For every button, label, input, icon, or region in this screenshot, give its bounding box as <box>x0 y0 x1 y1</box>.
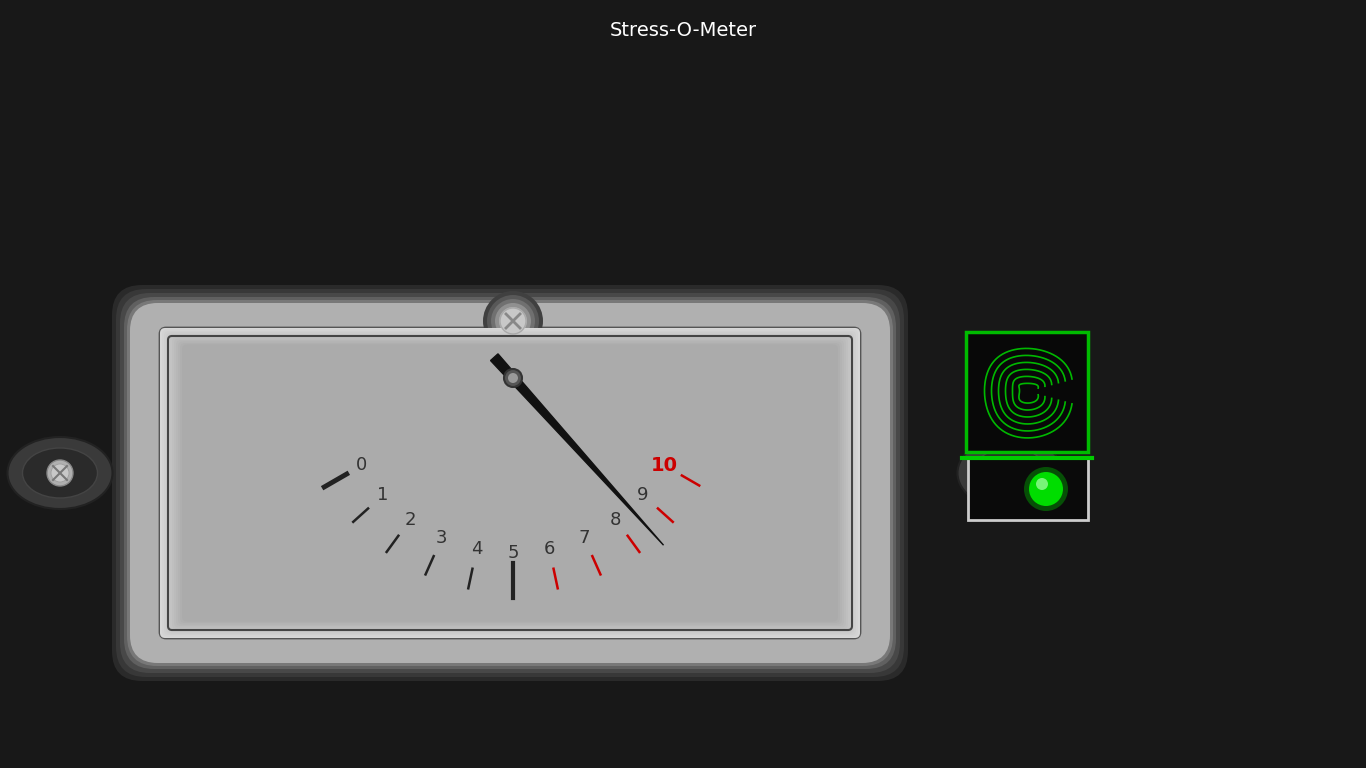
FancyBboxPatch shape <box>180 343 840 623</box>
Text: 0: 0 <box>355 456 367 475</box>
Circle shape <box>1024 467 1068 511</box>
FancyBboxPatch shape <box>160 328 861 638</box>
Bar <box>968 458 1087 520</box>
FancyBboxPatch shape <box>139 312 881 654</box>
FancyBboxPatch shape <box>160 328 861 638</box>
Circle shape <box>1029 472 1063 506</box>
FancyBboxPatch shape <box>178 342 841 624</box>
Text: 5: 5 <box>507 544 519 562</box>
FancyBboxPatch shape <box>172 337 848 629</box>
Circle shape <box>499 307 527 335</box>
Ellipse shape <box>958 437 1063 509</box>
Text: 4: 4 <box>471 540 482 558</box>
Bar <box>966 332 1087 452</box>
Text: 7: 7 <box>578 529 590 547</box>
FancyBboxPatch shape <box>120 293 900 673</box>
Circle shape <box>51 464 70 482</box>
FancyBboxPatch shape <box>167 333 854 634</box>
Text: 3: 3 <box>436 529 448 547</box>
Circle shape <box>1001 464 1019 482</box>
Circle shape <box>504 369 522 387</box>
FancyBboxPatch shape <box>182 345 837 621</box>
FancyBboxPatch shape <box>168 334 852 632</box>
Circle shape <box>508 373 518 383</box>
Circle shape <box>500 308 526 334</box>
Text: 9: 9 <box>638 486 649 504</box>
FancyBboxPatch shape <box>173 339 846 627</box>
FancyBboxPatch shape <box>124 297 896 669</box>
Text: Stress-O-Meter: Stress-O-Meter <box>609 21 757 39</box>
Circle shape <box>488 295 540 347</box>
FancyBboxPatch shape <box>176 340 844 626</box>
FancyBboxPatch shape <box>169 336 850 631</box>
Ellipse shape <box>7 437 112 509</box>
Polygon shape <box>490 354 664 545</box>
Text: 2: 2 <box>404 511 415 528</box>
Circle shape <box>46 460 72 486</box>
FancyBboxPatch shape <box>130 303 891 663</box>
Circle shape <box>997 460 1023 486</box>
Ellipse shape <box>973 448 1048 498</box>
Text: 1: 1 <box>377 486 389 504</box>
Circle shape <box>494 303 531 339</box>
FancyBboxPatch shape <box>137 309 884 657</box>
Ellipse shape <box>22 448 97 498</box>
Circle shape <box>490 299 535 343</box>
Circle shape <box>1035 478 1048 490</box>
FancyBboxPatch shape <box>163 329 858 637</box>
FancyBboxPatch shape <box>112 285 908 681</box>
Text: 6: 6 <box>544 540 555 558</box>
Text: 10: 10 <box>652 456 678 475</box>
FancyBboxPatch shape <box>130 303 891 663</box>
FancyBboxPatch shape <box>116 289 904 677</box>
Circle shape <box>484 291 544 351</box>
FancyBboxPatch shape <box>133 306 887 660</box>
FancyBboxPatch shape <box>127 300 893 666</box>
FancyBboxPatch shape <box>164 331 856 635</box>
Text: 8: 8 <box>611 511 622 528</box>
